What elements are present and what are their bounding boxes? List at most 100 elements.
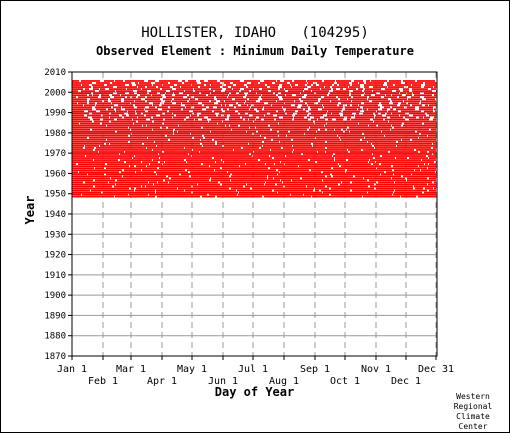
data-bar (99, 151, 124, 153)
data-bar (102, 122, 133, 125)
data-bar (106, 167, 157, 170)
data-bar (281, 92, 300, 95)
data-bar (396, 157, 407, 159)
data-bar (249, 118, 255, 121)
y-tick-label: 1930 (44, 230, 66, 240)
data-bar (346, 171, 384, 174)
data-bar (321, 189, 350, 192)
data-bar (85, 88, 89, 90)
data-bar (160, 161, 164, 163)
data-bar (429, 157, 436, 159)
data-bar (337, 82, 349, 84)
data-bar (189, 153, 249, 155)
data-bar (274, 157, 334, 159)
data-bar (249, 98, 258, 101)
data-bar (142, 161, 158, 163)
data-bar (226, 104, 229, 107)
data-bar (426, 98, 435, 101)
data-bar (174, 98, 189, 101)
data-bar (373, 163, 379, 166)
data-bar (280, 140, 325, 143)
data-bar (130, 140, 154, 143)
data-bar (292, 179, 322, 182)
data-bar (165, 94, 172, 97)
data-bar (104, 100, 108, 103)
data-bar (365, 136, 418, 139)
data-bar (101, 94, 109, 97)
x-tick-label: Jan 1 (57, 364, 87, 375)
data-bar (298, 110, 306, 113)
data-bar (192, 155, 252, 157)
data-bar (431, 88, 436, 90)
data-bar (217, 140, 262, 143)
x-tick-label: Dec 31 (418, 364, 454, 375)
data-bar (336, 80, 351, 82)
data-bar (133, 157, 159, 159)
data-bar (329, 94, 349, 97)
data-bar (127, 88, 141, 90)
data-bar (306, 96, 321, 99)
data-bar (260, 159, 308, 161)
data-bar (125, 80, 144, 82)
data-bar (285, 88, 304, 90)
data-bar (401, 102, 406, 105)
data-bar (414, 94, 432, 97)
data-bar (106, 173, 156, 176)
data-bar (356, 112, 359, 115)
data-bar (327, 175, 331, 178)
data-bar (229, 116, 240, 119)
data-bar (283, 106, 297, 109)
data-bar (429, 114, 436, 117)
data-bar (124, 100, 134, 103)
data-bar (138, 116, 151, 119)
data-bar (419, 165, 436, 168)
data-bar (190, 171, 227, 174)
data-bar (203, 145, 222, 147)
data-bar (265, 183, 275, 186)
data-bar (72, 100, 87, 103)
data-bar (247, 84, 265, 86)
data-bar (79, 171, 119, 174)
data-bar (162, 88, 172, 90)
data-bar (247, 183, 264, 186)
data-bar (333, 167, 376, 170)
data-bar (295, 100, 300, 103)
data-bar (348, 98, 367, 101)
data-bar (248, 104, 251, 107)
data-bar (428, 183, 436, 186)
data-bar (335, 128, 341, 131)
data-bar (226, 84, 233, 86)
data-bar (110, 98, 121, 101)
data-bar (433, 153, 436, 155)
data-bar (238, 102, 244, 105)
data-bar (133, 118, 146, 121)
data-bar (275, 163, 284, 166)
chart-title: HOLLISTER, IDAHO (104295) (141, 25, 369, 41)
data-bar (228, 96, 243, 99)
data-bar (288, 90, 303, 92)
data-bar (277, 114, 292, 117)
data-bar (123, 175, 166, 178)
data-bar (260, 100, 276, 103)
data-bar (376, 183, 427, 186)
data-bar (405, 116, 416, 119)
data-bar (220, 100, 224, 103)
data-bar (401, 195, 416, 198)
data-bar (201, 82, 220, 84)
data-bar (156, 171, 188, 174)
data-bar (222, 183, 246, 186)
data-bar (419, 116, 423, 119)
data-bar (176, 102, 181, 105)
data-bar (108, 108, 114, 111)
data-bar (111, 112, 124, 115)
data-bar (236, 84, 244, 86)
data-bar (425, 82, 436, 84)
data-bar (261, 96, 278, 99)
data-bar (183, 92, 199, 95)
data-bar (153, 159, 184, 161)
data-bar (111, 100, 121, 103)
data-bar (340, 183, 374, 186)
data-bar (283, 98, 299, 101)
x-tick-label: Mar 1 (116, 364, 146, 375)
